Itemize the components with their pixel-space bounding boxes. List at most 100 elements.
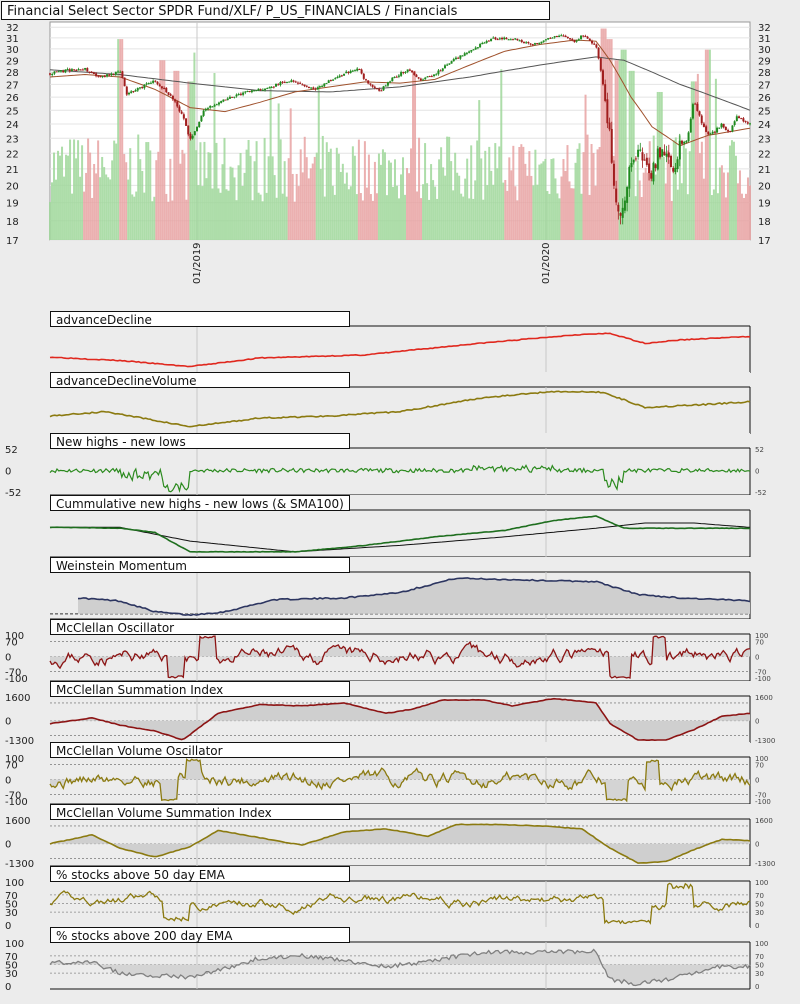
- volume-bar: [574, 162, 577, 240]
- mco-y-tick-right: -100: [755, 675, 771, 683]
- mco-line: [49, 635, 750, 679]
- volume-bar: [550, 159, 553, 240]
- volume-bar: [434, 186, 437, 240]
- volume-bar: [716, 193, 719, 240]
- candle-body: [558, 35, 561, 38]
- volume-bar: [520, 144, 523, 240]
- volume-bar: [528, 151, 531, 240]
- volume-bar: [560, 176, 563, 240]
- p50-y-tick-right: 70: [755, 892, 764, 900]
- candle-body: [404, 71, 407, 73]
- candle-body: [367, 80, 370, 84]
- candle-body: [244, 91, 247, 93]
- volume-bar: [157, 151, 160, 240]
- p200-y-tick-left: 70: [5, 952, 18, 963]
- candle-body: [380, 90, 383, 92]
- candle-body: [428, 76, 431, 78]
- volume-bar: [622, 49, 625, 240]
- candle-body: [264, 88, 267, 91]
- candle-body: [415, 74, 418, 77]
- candle-body: [174, 99, 177, 102]
- volume-bar: [303, 136, 306, 240]
- price-y-tick-left: 25: [6, 106, 19, 117]
- volume-bar: [219, 192, 222, 240]
- volume-bar: [339, 171, 342, 240]
- candle-body: [301, 84, 304, 86]
- candle-body: [253, 90, 256, 92]
- candle-body: [356, 68, 359, 71]
- candle-body: [661, 149, 664, 157]
- volume-bar: [536, 184, 539, 240]
- volume-bar: [149, 150, 152, 240]
- candle-body: [149, 82, 152, 84]
- volume-bar: [277, 103, 280, 241]
- volume-bar: [315, 152, 318, 240]
- candle-body: [749, 123, 751, 125]
- candle-body: [461, 55, 464, 57]
- candle-body: [257, 88, 260, 91]
- volume-bar: [227, 190, 230, 240]
- volume-bar: [730, 140, 733, 240]
- candle-body: [345, 71, 348, 74]
- price-y-tick-left: 20: [6, 181, 19, 192]
- volume-bar: [590, 144, 593, 240]
- candle-body: [569, 38, 572, 40]
- candle-body: [573, 40, 576, 43]
- candle-body: [580, 35, 583, 39]
- volume-bar: [75, 158, 78, 240]
- candle-body: [191, 135, 194, 139]
- volume-bar: [578, 143, 581, 240]
- candle-body: [95, 73, 98, 77]
- candle-body: [512, 39, 515, 41]
- candle-body: [564, 35, 567, 38]
- candle-body: [426, 76, 429, 78]
- candle-body: [336, 76, 339, 79]
- mco-y-tick-left: 70: [5, 637, 18, 648]
- p200-panel-title: % stocks above 200 day EMA: [50, 927, 350, 943]
- candle-body: [433, 74, 436, 77]
- candle-body: [555, 36, 558, 38]
- candle-body: [454, 57, 457, 60]
- candle-body: [606, 99, 609, 124]
- candle-body: [329, 80, 332, 82]
- candle-body: [90, 71, 93, 73]
- mco-panel-title: McClellan Oscillator: [50, 619, 350, 635]
- price-y-tick-right: 22: [758, 149, 771, 160]
- volume-bar: [389, 162, 392, 240]
- volume-bar: [245, 149, 248, 240]
- p50-y-tick-right: 50: [755, 901, 764, 909]
- candle-body: [424, 77, 427, 80]
- volume-bar: [135, 191, 138, 240]
- nhnl-y-tick-left: -52: [5, 488, 21, 499]
- volume-bar: [638, 180, 641, 240]
- candle-body: [408, 69, 411, 71]
- price-y-tick-right: 29: [758, 56, 771, 67]
- volume-bar: [512, 145, 515, 240]
- candle-body: [138, 87, 141, 89]
- volume-bar: [608, 39, 611, 240]
- candle-body: [53, 71, 56, 74]
- volume-bar: [187, 81, 190, 240]
- volume-bar: [496, 168, 499, 240]
- mco-y-tick-left: 100: [5, 631, 24, 642]
- volume-bar: [141, 171, 144, 240]
- candle-body: [678, 140, 681, 160]
- volume-bar: [181, 149, 184, 240]
- volume-bar: [255, 141, 258, 240]
- candle-body: [593, 43, 596, 45]
- volume-bar: [359, 193, 362, 240]
- msi-y-tick-left: 0: [5, 717, 11, 728]
- volume-bar: [289, 108, 292, 240]
- candle-body: [446, 64, 449, 66]
- candle-body: [321, 85, 324, 87]
- volume-bar: [221, 164, 224, 240]
- volume-bar: [648, 141, 651, 240]
- candle-body: [266, 88, 269, 90]
- volume-bar: [504, 179, 507, 240]
- volume-bar: [688, 151, 691, 240]
- volume-bar: [740, 193, 743, 240]
- volume-bar: [718, 167, 721, 240]
- volume-bar: [476, 140, 479, 240]
- volume-bar: [379, 164, 382, 240]
- candle-body: [382, 86, 385, 91]
